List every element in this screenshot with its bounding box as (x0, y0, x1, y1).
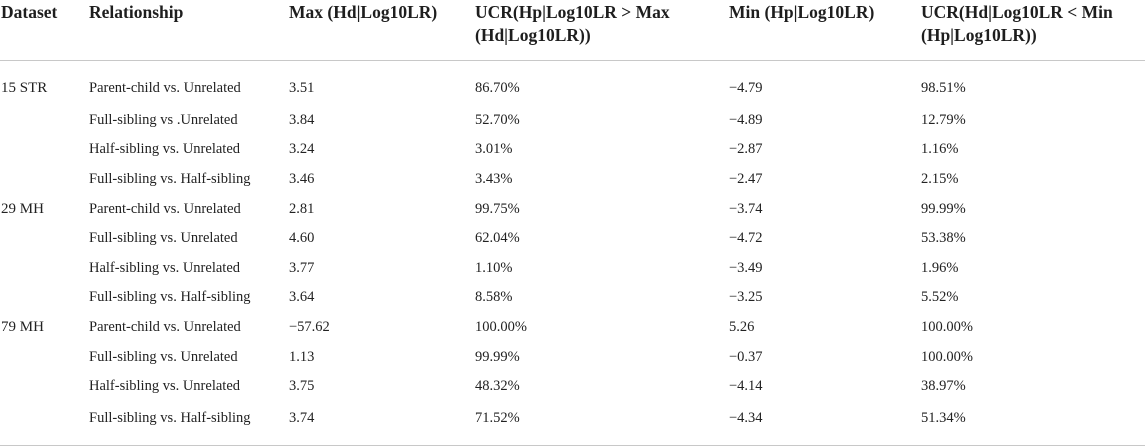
cell-max-hd: 3.84 (289, 111, 315, 128)
cell-max-hd: 2.81 (289, 200, 315, 217)
cell-dataset (0, 371, 88, 401)
header-dataset: Dataset (0, 0, 88, 61)
cell-relationship: Full-sibling vs. Half-sibling (88, 400, 288, 446)
cell-min-hp: −0.37 (729, 348, 763, 365)
cell-ucr-hd: 100.00% (921, 348, 973, 365)
table-row: 29 MH Parent-child vs. Unrelated 2.81 99.75… (0, 194, 1145, 224)
table-row: Full-sibling vs. Unrelated 1.13 99.99% −0.3… (0, 342, 1145, 372)
cell-ucr-hd: 1.96% (921, 259, 959, 276)
header-relationship: Relationship (88, 0, 288, 61)
cell-dataset: 15 STR (1, 80, 48, 96)
cell-dataset: 79 MH (1, 318, 44, 335)
cell-ucr-hd: 1.16% (921, 141, 959, 158)
cell-ucr-hd: 38.97% (921, 378, 966, 395)
cell-ucr-hp: 48.32% (475, 378, 520, 395)
cell-max-hd: 1.13 (289, 348, 315, 365)
cell-ucr-hd: 5.52% (921, 289, 959, 306)
cell-ucr-hd: 2.15% (921, 170, 959, 187)
table-row: Full-sibling vs. Half-sibling 3.64 8.58% −3… (0, 283, 1145, 313)
cell-max-hd: 4.60 (289, 230, 315, 247)
cell-min-hp: −3.74 (729, 200, 763, 217)
cell-min-hp: −3.49 (729, 259, 763, 276)
table-row: Half-sibling vs. Unrelated 3.75 48.32% −4.1… (0, 371, 1145, 401)
cell-ucr-hp: 100.00% (475, 318, 527, 335)
cell-relationship: Parent-child vs. Unrelated (89, 80, 241, 96)
cell-dataset (0, 253, 88, 283)
cell-dataset (0, 164, 88, 194)
cell-relationship: Parent-child vs. Unrelated (89, 318, 241, 335)
cell-min-hp: −4.72 (729, 230, 763, 247)
header-row: Dataset Relationship Max (Hd|Log10LR) UC… (0, 0, 1145, 61)
cell-dataset (0, 105, 88, 135)
cell-ucr-hd: 99.99% (921, 200, 966, 217)
cell-ucr-hp: 52.70% (475, 111, 520, 128)
cell-ucr-hd: 98.51% (921, 80, 966, 96)
cell-min-hp: −4.14 (729, 378, 763, 395)
cell-relationship: Full-sibling vs. Half-sibling (89, 289, 251, 306)
table-row: Full-sibling vs. Half-sibling 3.46 3.43% −2… (0, 164, 1145, 194)
table-row: Half-sibling vs. Unrelated 3.24 3.01% −2.87… (0, 135, 1145, 165)
cell-relationship: Full-sibling vs. Unrelated (89, 348, 238, 365)
cell-ucr-hp: 8.58% (475, 289, 513, 306)
cell-ucr-hp: 99.75% (475, 200, 520, 217)
table-row: Full-sibling vs .Unrelated 3.84 52.70% −4.8… (0, 105, 1145, 135)
table-row: 79 MH Parent-child vs. Unrelated −57.62 100… (0, 312, 1145, 342)
table-row: Full-sibling vs. Unrelated 4.60 62.04% −4.7… (0, 223, 1145, 253)
cell-ucr-hp: 1.10% (475, 259, 513, 276)
cell-max-hd: 3.51 (289, 80, 315, 96)
table-row: 15 STR Parent-child vs. Unrelated 3.51 86.7… (0, 61, 1145, 106)
cell-min-hp: 5.26 (729, 318, 755, 335)
cell-ucr-hp: 71.52% (474, 400, 728, 446)
cell-relationship: Parent-child vs. Unrelated (89, 200, 241, 217)
header-ucr-hp: UCR(Hp|Log10LR > Max (Hd|Log10LR)) (474, 0, 728, 61)
cell-relationship: Full-sibling vs .Unrelated (89, 111, 238, 128)
cell-relationship: Half-sibling vs. Unrelated (89, 259, 241, 276)
header-min-hp: Min (Hp|Log10LR) (728, 0, 920, 61)
cell-max-hd: 3.75 (289, 378, 315, 395)
cell-ucr-hd: 51.34% (920, 400, 1145, 446)
cell-relationship: Full-sibling vs. Unrelated (89, 230, 238, 247)
table-body: 15 STR Parent-child vs. Unrelated 3.51 86.7… (0, 61, 1145, 446)
cell-ucr-hd: 12.79% (921, 111, 966, 128)
cell-ucr-hp: 3.43% (475, 170, 513, 187)
header-ucr-hd: UCR(Hd|Log10LR < Min (Hp|Log10LR)) (920, 0, 1145, 61)
cell-min-hp: −2.47 (729, 170, 763, 187)
cell-max-hd: 3.77 (289, 259, 315, 276)
table-row: Half-sibling vs. Unrelated 3.77 1.10% −3.49… (0, 253, 1145, 283)
table-row: Full-sibling vs. Half-sibling 3.74 71.52% −… (0, 400, 1145, 446)
cell-dataset (0, 342, 88, 372)
cell-ucr-hp: 86.70% (475, 80, 520, 96)
cell-ucr-hp: 3.01% (475, 141, 513, 158)
cell-ucr-hd: 100.00% (921, 318, 973, 335)
cell-relationship: Half-sibling vs. Unrelated (89, 378, 241, 395)
header-max-hd: Max (Hd|Log10LR) (288, 0, 474, 61)
cell-relationship: Half-sibling vs. Unrelated (89, 141, 241, 158)
cell-max-hd: 3.46 (289, 170, 315, 187)
cell-dataset (0, 223, 88, 253)
cell-ucr-hp: 62.04% (475, 230, 520, 247)
cell-max-hd: 3.64 (289, 289, 315, 306)
cell-max-hd: 3.24 (289, 141, 315, 158)
cell-max-hd: −57.62 (289, 318, 330, 335)
cell-ucr-hd: 53.38% (921, 230, 966, 247)
cell-min-hp: −4.34 (728, 400, 920, 446)
cell-relationship: Full-sibling vs. Half-sibling (89, 170, 251, 187)
cell-min-hp: −2.87 (729, 141, 763, 158)
table-header: Dataset Relationship Max (Hd|Log10LR) UC… (0, 0, 1145, 61)
cell-ucr-hp: 99.99% (475, 348, 520, 365)
cell-min-hp: −3.25 (729, 289, 763, 306)
cell-min-hp: −4.79 (729, 80, 763, 96)
cell-dataset: 29 MH (1, 200, 44, 217)
cell-dataset (0, 283, 88, 313)
cell-max-hd: 3.74 (288, 400, 474, 446)
cell-min-hp: −4.89 (729, 111, 763, 128)
cell-dataset (0, 135, 88, 165)
cell-dataset (0, 400, 88, 446)
